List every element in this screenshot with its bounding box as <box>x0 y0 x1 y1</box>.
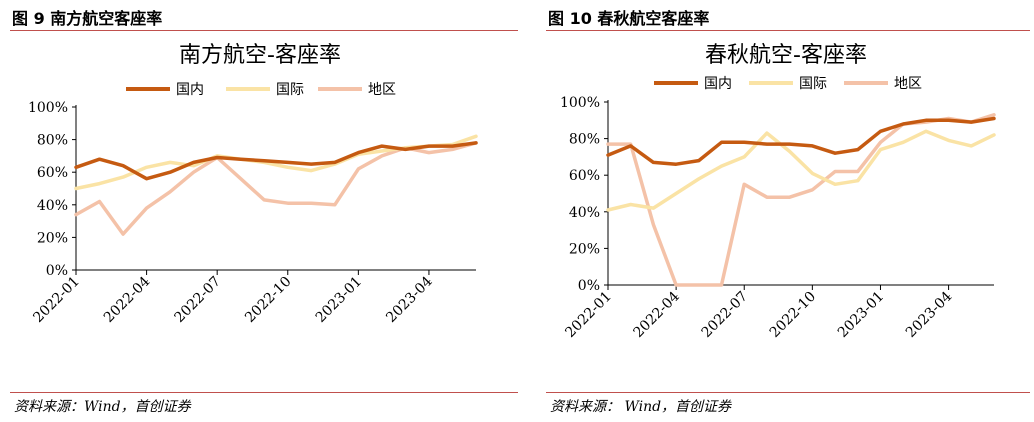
source-note-right: 资料来源： Wind，首创证券 <box>550 399 732 415</box>
series-line-1 <box>606 129 996 212</box>
caption-rule-right <box>546 30 1030 31</box>
y-tick-label: 100% <box>28 100 68 116</box>
y-tick-label: 60% <box>569 168 600 184</box>
series-line-2 <box>74 141 478 236</box>
x-tick-label: 2022-04 <box>630 288 683 341</box>
x-tick-label: 2023-04 <box>383 273 436 326</box>
series-line-0 <box>606 116 996 166</box>
legend-label-0: 国内 <box>176 82 204 98</box>
y-tick-label: 80% <box>569 132 600 148</box>
y-tick-label: 60% <box>37 165 68 181</box>
y-tick-label: 20% <box>569 241 600 257</box>
x-tick-label: 2022-07 <box>172 274 224 326</box>
y-tick-label: 100% <box>560 95 600 111</box>
legend-label-1: 国际 <box>276 82 304 98</box>
y-tick-label: 80% <box>37 133 68 149</box>
x-tick-label: 2023-01 <box>835 289 887 341</box>
chart-title: 南方航空-客座率 <box>179 43 341 68</box>
x-tick-label: 2022-01 <box>562 289 614 341</box>
y-tick-label: 0% <box>46 263 68 279</box>
x-tick-label: 2022-10 <box>242 274 294 326</box>
x-tick-label: 2023-04 <box>903 288 956 341</box>
caption-rule-left <box>10 30 518 31</box>
x-tick-label: 2022-07 <box>699 289 751 341</box>
legend-label-2: 地区 <box>894 76 922 92</box>
y-tick-label: 40% <box>37 198 68 214</box>
legend-label-2: 地区 <box>368 82 396 98</box>
source-rule-right <box>546 392 1030 393</box>
y-tick-label: 40% <box>569 205 600 221</box>
x-tick-label: 2023-01 <box>313 274 365 326</box>
x-tick-label: 2022-04 <box>101 273 154 326</box>
y-tick-label: 20% <box>37 230 68 246</box>
x-tick-label: 2022-01 <box>30 274 82 326</box>
series-line-0 <box>74 141 478 181</box>
figure-caption-right: 图 10 春秋航空客座率 <box>548 9 710 28</box>
y-tick-label: 0% <box>578 278 600 294</box>
chart-title: 春秋航空-客座率 <box>705 43 867 68</box>
legend-label-0: 国内 <box>704 76 732 92</box>
figure-caption-left: 图 9 南方航空客座率 <box>12 9 163 28</box>
source-rule-left <box>10 392 518 393</box>
legend-label-1: 国际 <box>799 76 827 92</box>
x-tick-label: 2022-10 <box>767 289 819 341</box>
source-note-left: 资料来源：Wind，首创证券 <box>14 399 191 415</box>
